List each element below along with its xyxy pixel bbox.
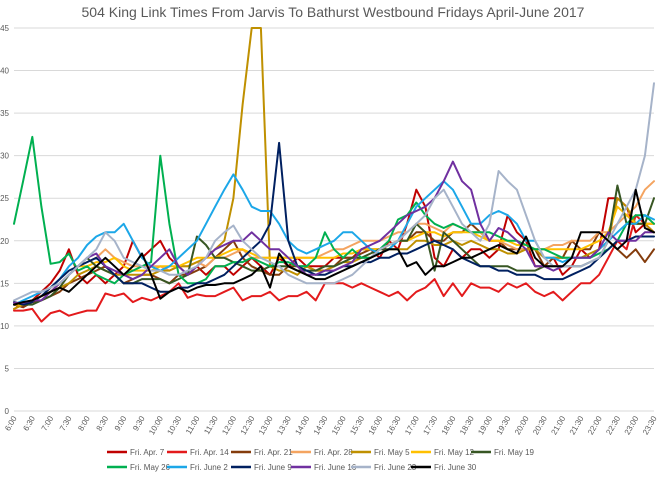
series-line-8 xyxy=(13,135,655,285)
y-tick-label: 45 xyxy=(0,24,9,33)
y-tick-label: 30 xyxy=(0,152,9,161)
y-tick-label: 20 xyxy=(0,237,9,246)
series-line-9 xyxy=(13,173,655,306)
legend-label: Fri. May 12 xyxy=(434,448,475,457)
legend: Fri. Apr. 7 Fri. Apr. 14 Fri. Apr. 21 Fri. … xyxy=(107,448,535,472)
legend-label: Fri. May 19 xyxy=(494,448,535,457)
y-tick-label: 25 xyxy=(0,194,9,203)
series-line-12 xyxy=(13,82,655,302)
y-tick-label: 35 xyxy=(0,109,9,118)
series-line-11 xyxy=(13,160,655,304)
legend-label: Fri. May 26 xyxy=(130,463,171,472)
legend-label: Fri. Apr. 7 xyxy=(130,448,165,457)
y-tick-label: 5 xyxy=(5,364,10,373)
y-tick-label: 0 xyxy=(5,407,10,416)
legend-label: Fri. June 30 xyxy=(434,463,477,472)
legend-label: Fri. June 9 xyxy=(254,463,292,472)
chart-title: 504 King Link Times From Jarvis To Bathu… xyxy=(82,4,585,20)
legend-label: Fri. May 5 xyxy=(374,448,410,457)
series-line-6 xyxy=(13,205,655,306)
legend-label: Fri. June 16 xyxy=(314,463,357,472)
legend-label: Fri. Apr. 28 xyxy=(314,448,353,457)
legend-label: Fri. Apr. 21 xyxy=(254,448,293,457)
y-tick-label: 15 xyxy=(0,279,9,288)
y-tick-label: 10 xyxy=(0,322,9,331)
series-line-13 xyxy=(13,188,655,306)
legend-label: Fri. June 23 xyxy=(374,463,417,472)
legend-label: Fri. June 2 xyxy=(190,463,228,472)
series-lines xyxy=(13,27,655,323)
gridlines xyxy=(14,27,654,412)
y-tick-label: 40 xyxy=(0,67,9,76)
y-axis-ticks: 0 5 10 15 20 25 30 35 40 45 xyxy=(0,24,9,416)
legend-label: Fri. Apr. 14 xyxy=(190,448,229,457)
